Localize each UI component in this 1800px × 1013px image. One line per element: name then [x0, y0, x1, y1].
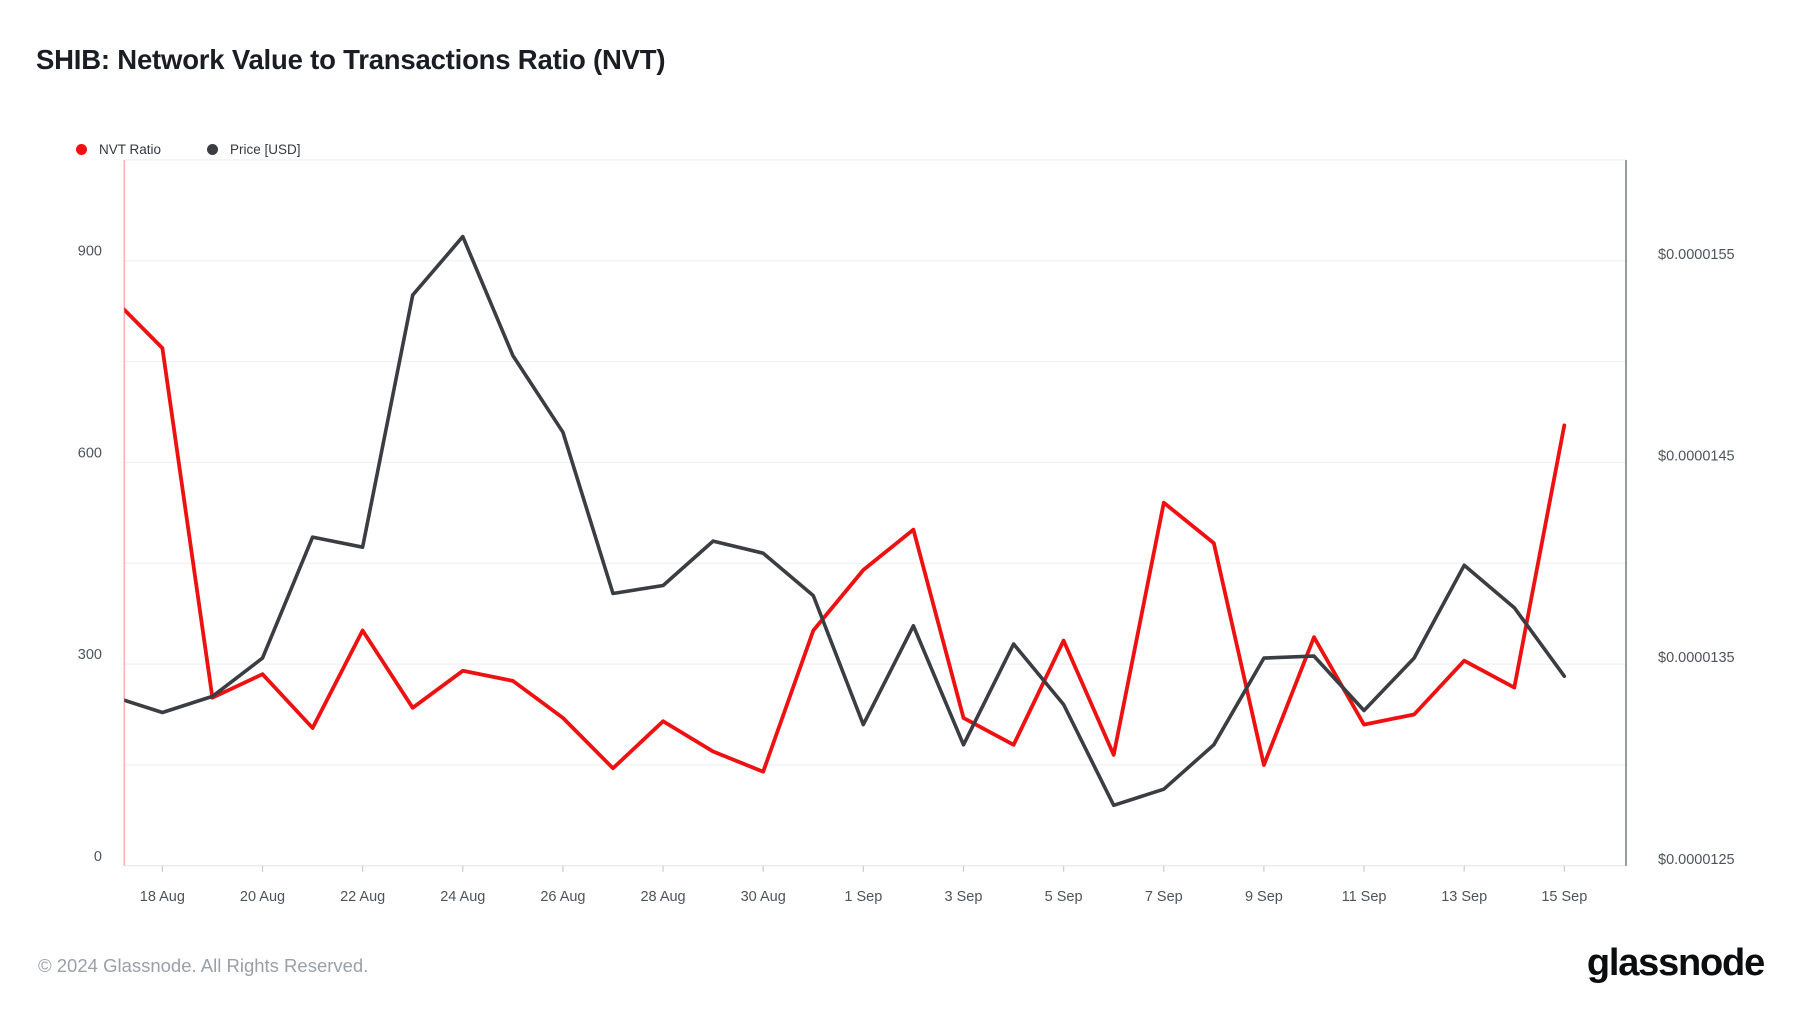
- legend-item-price-usd[interactable]: Price [USD]: [207, 142, 301, 157]
- x-tick-label: 28 Aug: [640, 889, 685, 905]
- legend: NVT Ratio Price [USD]: [76, 137, 301, 162]
- x-tick-label: 11 Sep: [1342, 889, 1387, 905]
- x-tick-label: 5 Sep: [1045, 889, 1083, 905]
- right-axis-label: $0.0000125: [1658, 852, 1735, 868]
- page-title: SHIB: Network Value to Transactions Rati…: [36, 44, 666, 75]
- x-tick-label: 3 Sep: [945, 889, 983, 905]
- x-tick-label: 9 Sep: [1245, 889, 1283, 905]
- x-tick-label: 30 Aug: [741, 889, 786, 905]
- glassnode-logo: glassnode: [1586, 942, 1765, 984]
- x-tick-label: 24 Aug: [440, 889, 485, 905]
- x-tick-label: 1 Sep: [844, 889, 882, 905]
- left-axis-label: 600: [78, 445, 102, 461]
- x-tick-label: 26 Aug: [540, 889, 585, 905]
- legend-label-price-usd: Price [USD]: [230, 142, 301, 157]
- price-legend-dot-icon: [207, 144, 219, 155]
- nvt-ratio-legend-dot-icon: [76, 144, 87, 155]
- left-axis-label: 900: [78, 244, 102, 260]
- right-axis-label: $0.0000145: [1658, 448, 1735, 464]
- x-tick-label: 18 Aug: [140, 889, 185, 905]
- price-line[interactable]: [112, 234, 1567, 808]
- left-axis-label: 300: [78, 647, 102, 663]
- right-axis-label: $0.0000155: [1658, 247, 1735, 263]
- legend-item-nvt-ratio[interactable]: NVT Ratio: [76, 142, 161, 157]
- x-tick-label: 20 Aug: [240, 889, 285, 905]
- left-axis-label: 0: [94, 849, 102, 865]
- x-tick-label: 15 Sep: [1541, 889, 1587, 905]
- copyright-text: © 2024 Glassnode. All Rights Reserved.: [38, 955, 369, 976]
- x-tick-label: 22 Aug: [340, 889, 385, 905]
- x-tick-label: 13 Sep: [1441, 889, 1487, 905]
- x-tick-label: 7 Sep: [1145, 889, 1183, 905]
- right-axis-label: $0.0000135: [1658, 650, 1735, 666]
- nvt-ratio-line[interactable]: [112, 298, 1567, 774]
- legend-label-nvt-ratio: NVT Ratio: [99, 142, 162, 157]
